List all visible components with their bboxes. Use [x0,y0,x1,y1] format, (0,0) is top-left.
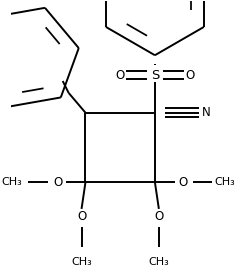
Text: O: O [178,176,187,189]
Text: O: O [185,69,194,81]
Text: O: O [154,210,163,223]
Text: CH₃: CH₃ [2,177,22,187]
Text: O: O [116,69,125,81]
Text: O: O [77,210,86,223]
Text: S: S [151,69,159,81]
Text: CH₃: CH₃ [214,177,235,187]
Text: O: O [53,176,62,189]
Text: CH₃: CH₃ [71,258,92,268]
Text: N: N [202,106,211,119]
Text: CH₃: CH₃ [148,258,169,268]
